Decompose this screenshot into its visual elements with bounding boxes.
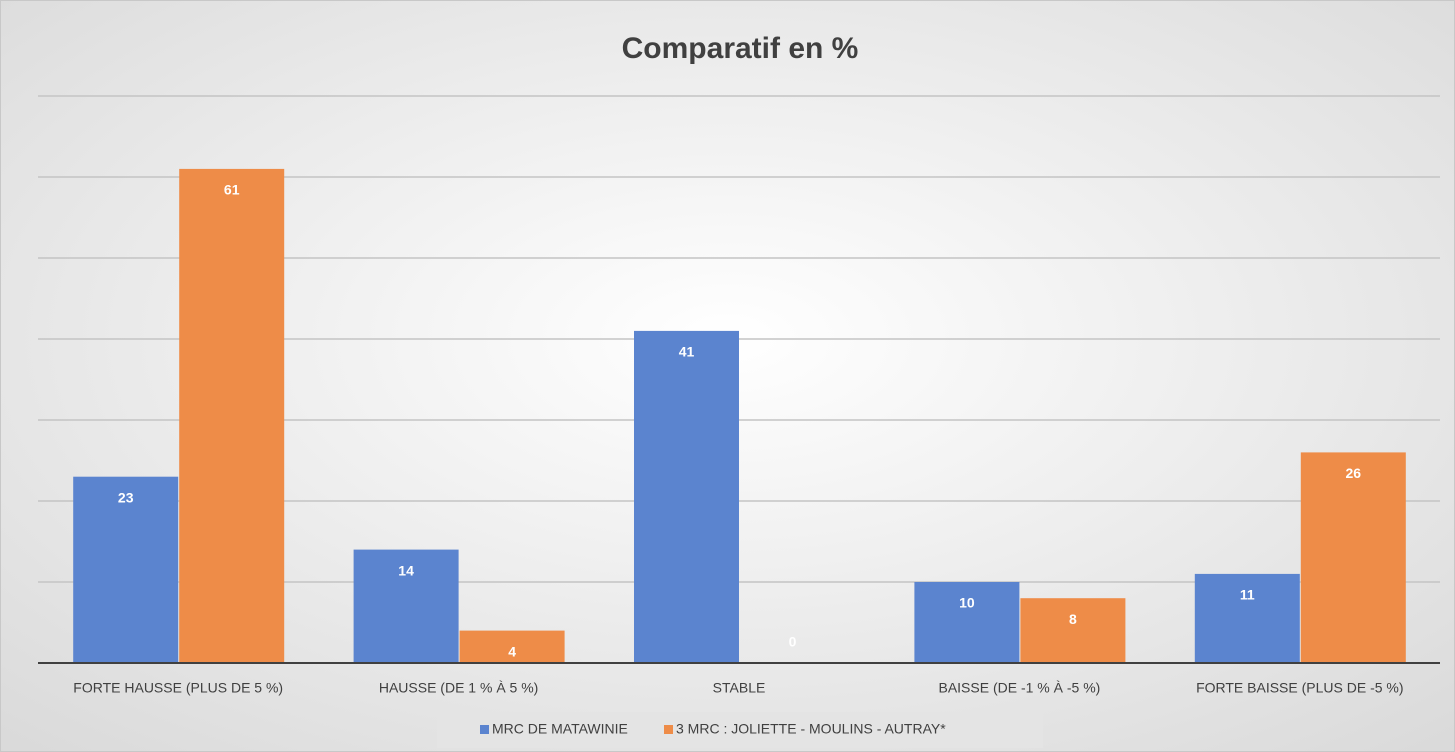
data-label: 0 — [789, 634, 797, 650]
legend-swatch — [480, 725, 489, 734]
bar — [179, 168, 285, 663]
x-tick-label: FORTE HAUSSE (PLUS DE 5 %) — [73, 680, 283, 696]
bar — [1020, 598, 1126, 663]
data-label: 41 — [679, 344, 695, 360]
bar — [634, 330, 739, 663]
bar — [1300, 452, 1406, 663]
data-label: 23 — [118, 489, 134, 505]
x-tick-label: BAISSE (DE -1 % À -5 %) — [938, 680, 1100, 696]
x-tick-label: STABLE — [713, 680, 766, 696]
data-label: 61 — [224, 182, 240, 198]
bar — [73, 476, 179, 663]
legend-box — [437, 712, 1043, 748]
data-label: 4 — [508, 643, 516, 659]
data-label: 8 — [1069, 611, 1077, 627]
x-tick-label: HAUSSE (DE 1 % À 5 %) — [379, 680, 539, 696]
legend-label: 3 MRC : JOLIETTE - MOULINS - AUTRAY* — [676, 721, 946, 737]
bar — [459, 630, 565, 663]
legend-label: MRC DE MATAWINIE — [492, 721, 628, 737]
bar — [1194, 573, 1300, 663]
legend-swatch — [664, 725, 673, 734]
data-label: 10 — [959, 595, 975, 611]
data-label: 11 — [1240, 587, 1255, 603]
chart-title: Comparatif en % — [622, 32, 859, 65]
x-tick-label: FORTE BAISSE (PLUS DE -5 %) — [1196, 680, 1403, 696]
bar — [353, 549, 459, 663]
bar — [914, 582, 1020, 663]
data-label: 26 — [1346, 465, 1362, 481]
data-label: 14 — [398, 562, 414, 578]
